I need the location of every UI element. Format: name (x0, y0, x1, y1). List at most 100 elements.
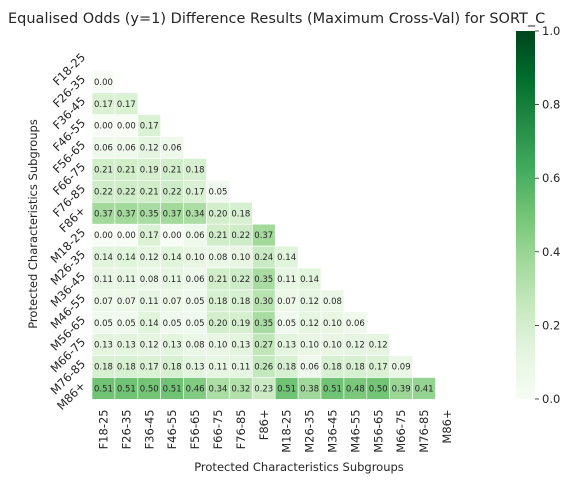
cell-value-label: 0.14 (117, 253, 136, 263)
cell-value-label: 0.06 (300, 363, 319, 373)
cell-value-label: 0.10 (323, 319, 342, 329)
cell-value-label: 0.50 (140, 384, 159, 394)
cell-value-label: 0.35 (140, 209, 159, 219)
cell-value-label: 0.08 (323, 297, 342, 307)
cell-value-label: 0.12 (369, 341, 388, 351)
cell-value-label: 0.11 (140, 297, 159, 307)
x-tick-F86+: F86+ (257, 409, 271, 440)
cell-value-label: 0.21 (94, 165, 113, 175)
cell-value-label: 0.21 (208, 275, 227, 285)
cell-value-label: 0.32 (231, 384, 250, 394)
cell-value-label: 0.35 (254, 275, 273, 285)
cell-value-label: 0.12 (346, 341, 365, 351)
cell-value-label: 0.18 (208, 297, 227, 307)
colorbar-tick-label: 1.0 (542, 24, 560, 38)
cell-value-label: 0.10 (208, 341, 227, 351)
cell-value-label: 0.51 (94, 384, 113, 394)
cell-value-label: 0.22 (231, 231, 250, 241)
cell-value-label: 0.51 (117, 384, 136, 394)
x-tick-M56-65: M56-65 (371, 409, 385, 452)
cell-value-label: 0.37 (254, 231, 273, 241)
cell-value-label: 0.08 (140, 275, 159, 285)
cell-value-label: 0.13 (186, 363, 205, 373)
cell-value-label: 0.20 (208, 209, 227, 219)
x-tick-F26-35: F26-35 (119, 409, 133, 449)
cell-value-label: 0.37 (94, 209, 113, 219)
cell-value-label: 0.18 (323, 363, 342, 373)
cell-value-label: 0.21 (140, 187, 159, 197)
x-tick-M18-25: M18-25 (280, 409, 294, 452)
cell-value-label: 0.17 (140, 122, 159, 132)
cell-value-label: 0.13 (231, 341, 250, 351)
cell-value-label: 0.07 (117, 297, 136, 307)
cell-value-label: 0.34 (208, 384, 227, 394)
cell-value-label: 0.07 (277, 297, 296, 307)
cell-value-label: 0.14 (94, 253, 113, 263)
cell-value-label: 0.05 (208, 187, 227, 197)
x-tick-F46-55: F46-55 (165, 409, 179, 449)
cell-value-label: 0.26 (254, 363, 273, 373)
cell-value-label: 0.22 (163, 187, 182, 197)
cell-value-label: 0.22 (117, 187, 136, 197)
heatmap-cell-M86+-M76-85 (412, 377, 436, 400)
cell-value-label: 0.00 (94, 122, 113, 132)
cell-value-label: 0.18 (163, 363, 182, 373)
cell-value-label: 0.08 (208, 253, 227, 263)
cell-value-label: 0.05 (117, 319, 136, 329)
heatmap-cells: 0.00 0.17 0.17 0.00 0.00 0.17 0.06 0.06 0.12 0.06… (91, 70, 436, 400)
cell-value-label: 0.11 (94, 275, 113, 285)
cell-value-label: 0.30 (254, 297, 273, 307)
cell-value-label: 0.08 (186, 341, 205, 351)
cell-value-label: 0.17 (369, 363, 388, 373)
cell-value-label: 0.11 (208, 363, 227, 373)
x-tick-F36-45: F36-45 (142, 409, 156, 449)
cell-value-label: 0.00 (163, 231, 182, 241)
cell-value-label: 0.24 (254, 253, 273, 263)
cell-value-label: 0.35 (254, 319, 273, 329)
cell-value-label: 0.12 (140, 144, 159, 154)
x-tick-M26-35: M26-35 (303, 409, 317, 452)
cell-value-label: 0.14 (300, 275, 319, 285)
cell-value-label: 0.06 (186, 231, 205, 241)
cell-value-label: 0.21 (117, 165, 136, 175)
x-tick-F18-25: F18-25 (96, 409, 110, 449)
cell-value-label: 0.41 (415, 384, 434, 394)
cell-value-label: 0.00 (117, 231, 136, 241)
cell-value-label: 0.07 (94, 297, 113, 307)
colorbar-tick-label: 0.2 (542, 318, 560, 332)
cell-value-label: 0.11 (163, 275, 182, 285)
cell-value-label: 0.05 (277, 319, 296, 329)
cell-value-label: 0.07 (163, 297, 182, 307)
x-tick-M66-75: M66-75 (394, 409, 408, 452)
cell-value-label: 0.12 (300, 297, 319, 307)
cell-value-label: 0.05 (94, 319, 113, 329)
cell-value-label: 0.51 (277, 384, 296, 394)
cell-value-label: 0.10 (323, 341, 342, 351)
cell-value-label: 0.14 (277, 253, 296, 263)
x-tick-M36-45: M36-45 (325, 409, 339, 452)
cell-value-label: 0.05 (163, 319, 182, 329)
x-tick-F56-65: F56-65 (188, 409, 202, 449)
cell-value-label: 0.34 (186, 209, 205, 219)
cell-value-label: 0.13 (277, 341, 296, 351)
x-tick-labels: F18-25 F26-35 F36-45 F46-55 F56-65 F66-75 F76-… (96, 409, 454, 452)
cell-value-label: 0.50 (369, 384, 388, 394)
cell-value-label: 0.06 (346, 319, 365, 329)
cell-value-label: 0.06 (186, 275, 205, 285)
cell-value-label: 0.05 (186, 297, 205, 307)
cell-value-label: 0.22 (94, 187, 113, 197)
cell-value-label: 0.37 (117, 209, 136, 219)
cell-value-label: 0.12 (140, 253, 159, 263)
cell-value-label: 0.14 (163, 253, 182, 263)
cell-value-label: 0.48 (346, 384, 365, 394)
cell-value-label: 0.38 (300, 384, 319, 394)
colorbar-tick-label: 0.8 (542, 98, 560, 112)
cell-value-label: 0.11 (117, 275, 136, 285)
cell-value-label: 0.06 (117, 144, 136, 154)
cell-value-label: 0.21 (163, 165, 182, 175)
cell-value-label: 0.17 (140, 363, 159, 373)
x-axis-label: Protected Characteristics Subgroups (194, 460, 404, 474)
cell-value-label: 0.18 (231, 297, 250, 307)
cell-value-label: 0.18 (277, 363, 296, 373)
cell-value-label: 0.51 (323, 384, 342, 394)
